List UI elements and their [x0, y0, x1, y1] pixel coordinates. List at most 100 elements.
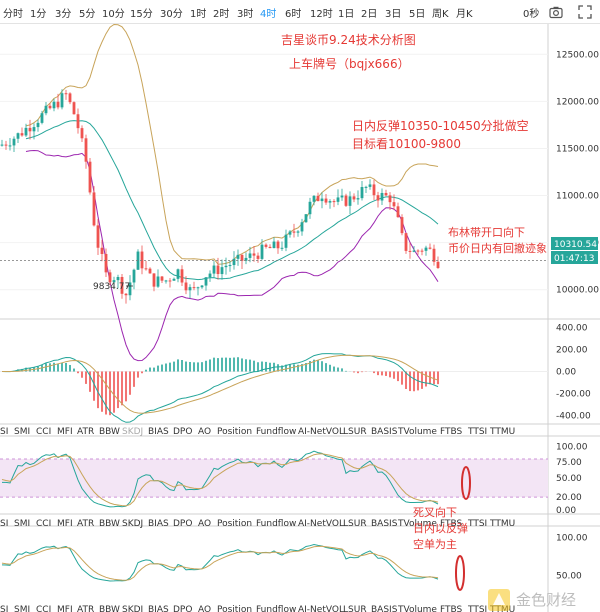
timeframe-button[interactable]: 5日 — [409, 9, 426, 20]
indicator-tab[interactable]: BASIS — [371, 519, 398, 529]
fullscreen-icon[interactable] — [578, 5, 592, 19]
indicator-tab[interactable]: BASIS — [371, 427, 398, 437]
indicator-tab[interactable]: SKDJ — [122, 427, 143, 437]
timeframe-button[interactable]: 1日 — [338, 9, 355, 20]
camera-icon[interactable] — [549, 5, 563, 19]
indicator-tab[interactable]: SI — [0, 519, 8, 529]
candle-body — [156, 276, 160, 287]
price-axis-tick: 12000.00 — [556, 97, 599, 107]
indicator-tab[interactable]: TTSI — [467, 427, 487, 437]
indicator-tab[interactable]: CCI — [36, 519, 51, 529]
candle-body — [364, 186, 368, 188]
indicator-tab[interactable]: AI-NetVOL — [298, 427, 344, 437]
indicator-tab[interactable]: AI-NetVOL — [298, 519, 344, 529]
indicator-tab[interactable]: BASIS — [371, 605, 398, 612]
indicator-tab[interactable]: BBW — [99, 519, 120, 529]
indicator-tab[interactable]: Position — [217, 519, 252, 529]
timeframe-button[interactable]: 6时 — [285, 9, 302, 20]
timeframe-button[interactable]: 5分 — [79, 9, 96, 20]
timeframe-button[interactable]: 分时 — [3, 9, 23, 20]
indicator-tab[interactable]: ATR — [77, 605, 94, 612]
candle-body — [176, 269, 180, 279]
annotation-rsi-circle — [455, 555, 465, 591]
indicator-tab[interactable]: SMI — [14, 605, 30, 612]
indicator-tab[interactable]: SI — [0, 605, 8, 612]
indicator-tab[interactable]: BBW — [99, 427, 120, 437]
indicator-tab[interactable]: LSUR — [343, 519, 367, 529]
indicator-tab[interactable]: TTMU — [489, 519, 515, 529]
indicator-tab[interactable]: AI-NetVOL — [298, 605, 344, 612]
indicator-tab[interactable]: AO — [198, 605, 211, 612]
timeframe-button[interactable]: 2日 — [361, 9, 378, 20]
candle-body — [304, 214, 308, 223]
timeframe-button[interactable]: 1分 — [30, 9, 47, 20]
timeframe-button[interactable]: 12时 — [310, 9, 333, 20]
candle-body — [168, 280, 172, 282]
indicator-tab[interactable]: SI — [0, 427, 8, 437]
indicator-tab[interactable]: LSUR — [343, 605, 367, 612]
indicator-tab[interactable]: SKDJ — [122, 519, 143, 529]
timeframe-button[interactable]: 1时 — [190, 9, 207, 20]
candle-body — [224, 265, 228, 268]
indicator-tab[interactable]: MFI — [57, 427, 73, 437]
macd-indicator — [1, 353, 439, 423]
indicator-tab[interactable]: Fundflow — [256, 427, 296, 437]
macd-axis-tick: 400.00 — [556, 324, 588, 334]
candle-body — [8, 145, 12, 147]
timeframe-button[interactable]: 周K — [432, 9, 449, 20]
candle-body — [132, 269, 136, 283]
indicator-tab[interactable]: SKDJ — [122, 605, 143, 612]
indicator-tab[interactable]: SMI — [14, 427, 30, 437]
timeframe-button[interactable]: 4时 — [260, 9, 277, 20]
indicator-tab[interactable]: CCI — [36, 605, 51, 612]
candle-body — [388, 195, 392, 203]
indicator-tab[interactable]: MFI — [57, 605, 73, 612]
indicator-tab[interactable]: Fundflow — [256, 519, 296, 529]
indicator-tab[interactable]: FTBS — [440, 427, 463, 437]
indicator-tab[interactable]: MFI — [57, 519, 73, 529]
candle-body — [48, 105, 52, 109]
indicator-tab[interactable]: Position — [217, 605, 252, 612]
indicator-tab[interactable]: AO — [198, 519, 211, 529]
indicator-tab[interactable]: ATR — [77, 427, 94, 437]
indicator-tab[interactable]: FTBS — [440, 605, 463, 612]
indicator-tab[interactable]: LSUR — [343, 427, 367, 437]
rsi-slow-line — [1, 545, 439, 581]
indicator-tab[interactable]: FTBS — [440, 519, 463, 529]
candle-body — [32, 127, 36, 132]
candle-body — [140, 251, 144, 269]
candle-body — [44, 105, 48, 114]
indicator-tab[interactable]: DPO — [173, 519, 192, 529]
timeframe-button[interactable]: 3分 — [55, 9, 72, 20]
indicator-tab[interactable]: TTMU — [489, 427, 515, 437]
indicator-tab[interactable]: BIAS — [148, 519, 169, 529]
indicator-tab[interactable]: Fundflow — [256, 605, 296, 612]
indicator-tab[interactable]: TVolume — [397, 427, 437, 437]
indicator-tab[interactable]: DPO — [173, 605, 192, 612]
timeframe-button[interactable]: 3时 — [237, 9, 254, 20]
indicator-tab[interactable]: TVolume — [397, 519, 437, 529]
indicator-tab[interactable]: TTSI — [467, 605, 487, 612]
indicator-tab[interactable]: CCI — [36, 427, 51, 437]
indicator-tab[interactable]: Position — [217, 427, 252, 437]
timeframe-button[interactable]: 月K — [456, 9, 473, 20]
indicator-tab[interactable]: TVolume — [397, 605, 437, 612]
timeframe-button[interactable]: 30分 — [160, 9, 183, 20]
timeframe-button[interactable]: 3日 — [385, 9, 402, 20]
indicator-tab[interactable]: BIAS — [148, 605, 169, 612]
timeframe-button[interactable]: 15分 — [130, 9, 153, 20]
indicator-tab[interactable]: ATR — [77, 519, 94, 529]
candle-body — [96, 225, 100, 248]
timeframe-button[interactable]: 10分 — [102, 9, 125, 20]
chart-canvas[interactable]: 12500.0012000.0011500.0011000.0010500.00… — [0, 24, 600, 612]
indicator-tab[interactable]: BBW — [99, 605, 120, 612]
timeframe-button[interactable]: 2时 — [213, 9, 230, 20]
indicator-tab[interactable]: AO — [198, 427, 211, 437]
indicator-tab[interactable]: TTSI — [467, 519, 487, 529]
indicator-tab[interactable]: DPO — [173, 427, 192, 437]
candle-body — [300, 222, 304, 232]
kdj-indicator — [1, 450, 439, 508]
indicator-tab[interactable]: BIAS — [148, 427, 169, 437]
candle-body — [424, 247, 428, 251]
indicator-tab[interactable]: SMI — [14, 519, 30, 529]
